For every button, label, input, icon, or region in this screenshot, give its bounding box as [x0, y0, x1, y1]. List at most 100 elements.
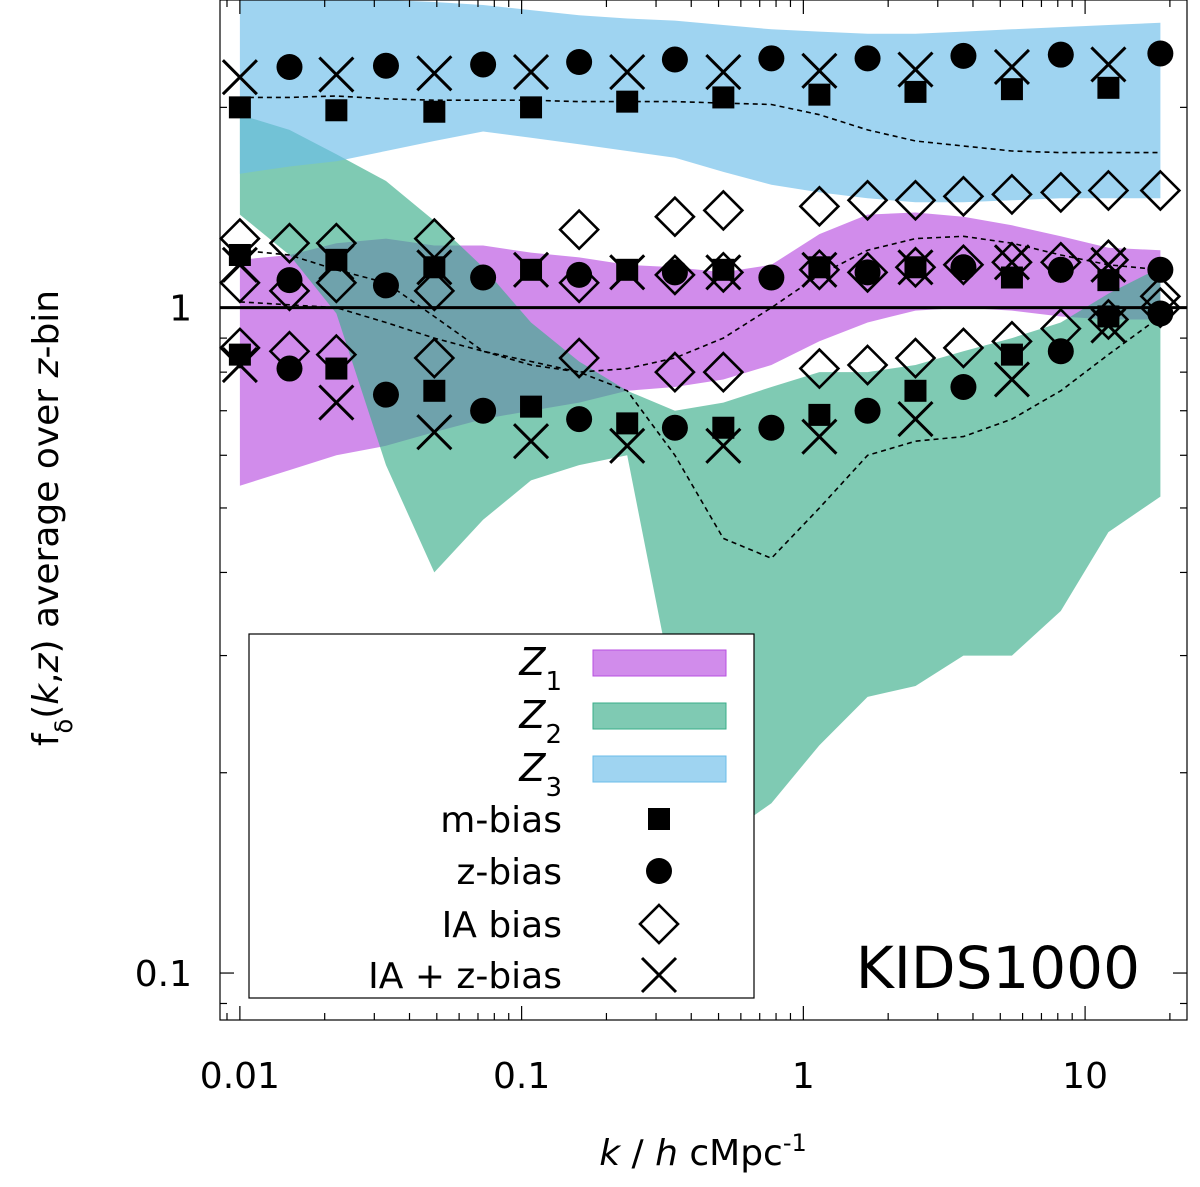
point-circle-k19-z1 — [1147, 40, 1174, 67]
point-square-k18-z1 — [1097, 76, 1120, 99]
point-diamond-k15-z3 — [942, 327, 985, 369]
legend-label-z1: Z1 — [518, 640, 562, 697]
point-diamond-k14-z3 — [894, 337, 937, 379]
point-circle-k5-z1 — [470, 51, 497, 78]
point-square-k8-z3 — [616, 412, 639, 435]
point-circle-k7-z3 — [566, 406, 593, 433]
point-circle-k13-z1 — [854, 45, 881, 72]
point-diamond-k1-z1 — [268, 269, 311, 312]
point-cross-k12-z3 — [801, 418, 838, 455]
plot-frame — [219, 0, 1188, 1021]
point-cross-k8-z1 — [609, 53, 646, 91]
point-circle-k1-z1 — [276, 53, 303, 80]
point-square-k6-z3 — [520, 395, 543, 418]
point-cross-k4-z2 — [416, 249, 453, 286]
point-circle-k15-z2 — [950, 254, 977, 281]
point-diamond-k16-z2 — [991, 173, 1033, 216]
point-square-k16-z3 — [1000, 343, 1023, 366]
point-diamond-k1-z3 — [268, 330, 311, 373]
point-cross-k8-z3 — [609, 427, 646, 464]
annotation-label: KIDS1000 — [856, 934, 1140, 1002]
dashed-curves — [239, 95, 1161, 560]
point-diamond-k16-z1 — [991, 241, 1033, 284]
legend-marker-diamond — [638, 903, 680, 945]
point-circle-k15-z1 — [950, 42, 977, 69]
point-diamond-k17-z2 — [1039, 171, 1082, 214]
point-diamond-k7-z2 — [558, 208, 600, 251]
point-cross-k14-z1 — [897, 51, 934, 88]
point-circle-k3-z1 — [372, 52, 399, 79]
point-square-k0-z3 — [228, 343, 251, 366]
x-tick-label: 0.01 — [200, 1056, 280, 1097]
point-diamond-k12-z3 — [798, 347, 841, 390]
x-axis-label: k / h cMpc-1 — [599, 1129, 807, 1174]
point-square-k12-z1 — [808, 83, 831, 106]
point-diamond-k17-z3 — [1039, 307, 1082, 350]
point-diamond-k14-z1 — [894, 246, 937, 289]
point-diamond-k17-z1 — [1039, 241, 1082, 284]
point-cross-k18-z2 — [1090, 246, 1127, 283]
point-cross-k16-z1 — [993, 48, 1031, 86]
legend-label-z-bias: z-bias — [456, 852, 562, 893]
point-square-k12-z2 — [808, 256, 831, 279]
point-square-k16-z1 — [1000, 78, 1023, 101]
point-circle-k7-z1 — [566, 49, 593, 76]
y-tick-label: 0.1 — [135, 954, 192, 995]
point-circle-k13-z2 — [854, 259, 881, 286]
legend-label-m-bias: m-bias — [440, 800, 562, 841]
point-diamond-k9-z2 — [654, 195, 696, 238]
point-diamond-k2-z3 — [315, 333, 358, 376]
point-diamond-k19-z2 — [1139, 169, 1182, 212]
point-circle-k11-z1 — [758, 45, 785, 72]
legend-marker-square — [648, 808, 670, 830]
legend-label-ia-z-bias: IA + z-bias — [368, 956, 562, 997]
point-circle-k5-z3 — [470, 397, 497, 424]
point-diamond-k13-z2 — [846, 179, 889, 222]
point-cross-k6-z2 — [512, 251, 550, 288]
point-diamond-k10-z3 — [702, 351, 745, 393]
point-circle-k9-z1 — [661, 46, 688, 73]
point-circle-k17-z1 — [1047, 41, 1074, 68]
point-diamond-k14-z2 — [894, 179, 937, 222]
axes: 0.01 0.1 1 10 0.1 1 — [135, 0, 1188, 1097]
point-square-k2-z2 — [325, 248, 348, 271]
legend-swatch-z3 — [592, 755, 727, 783]
point-square-k8-z2 — [616, 258, 639, 281]
point-square-k0-z1 — [228, 96, 251, 119]
point-cross-k4-z3 — [416, 414, 453, 451]
point-cross-k14-z2 — [897, 249, 934, 286]
point-diamond-k15-z2 — [942, 175, 985, 218]
band-z2 — [239, 114, 1161, 838]
point-diamond-k4-z3 — [413, 337, 456, 379]
point-diamond-k0-z2 — [219, 217, 261, 260]
point-square-k10-z1 — [712, 86, 735, 109]
point-square-k4-z1 — [423, 100, 446, 123]
y-tick-label: 1 — [169, 289, 192, 330]
point-diamond-k10-z1 — [702, 251, 745, 294]
point-square-k14-z3 — [904, 379, 927, 402]
point-circle-k9-z3 — [661, 414, 688, 441]
point-circle-k3-z2 — [372, 272, 399, 299]
point-cross-k18-z3 — [1090, 307, 1127, 344]
point-diamond-k16-z3 — [991, 320, 1033, 363]
point-square-k12-z3 — [808, 403, 831, 426]
point-square-k14-z1 — [904, 80, 927, 103]
legend-label-z3: Z3 — [518, 746, 562, 803]
point-cross-k0-z3 — [221, 346, 258, 384]
point-square-k10-z2 — [712, 258, 735, 281]
point-cross-k8-z2 — [609, 254, 646, 291]
point-diamond-k13-z3 — [846, 344, 889, 386]
point-cross-k16-z3 — [993, 361, 1031, 398]
point-diamond-k19-z3 — [1139, 286, 1182, 329]
point-circle-k19-z2 — [1147, 256, 1174, 283]
point-circle-k17-z3 — [1047, 338, 1074, 365]
point-circle-k3-z3 — [372, 381, 399, 408]
point-circle-k5-z2 — [470, 264, 497, 291]
x-tick-label: 0.1 — [493, 1056, 550, 1097]
legend-marker-circle — [646, 858, 672, 884]
point-cross-k10-z1 — [705, 53, 742, 91]
band-z3 — [239, 0, 1161, 203]
point-diamond-k4-z1 — [413, 269, 456, 312]
point-cross-k12-z1 — [801, 52, 838, 89]
point-circle-k1-z2 — [276, 267, 303, 294]
